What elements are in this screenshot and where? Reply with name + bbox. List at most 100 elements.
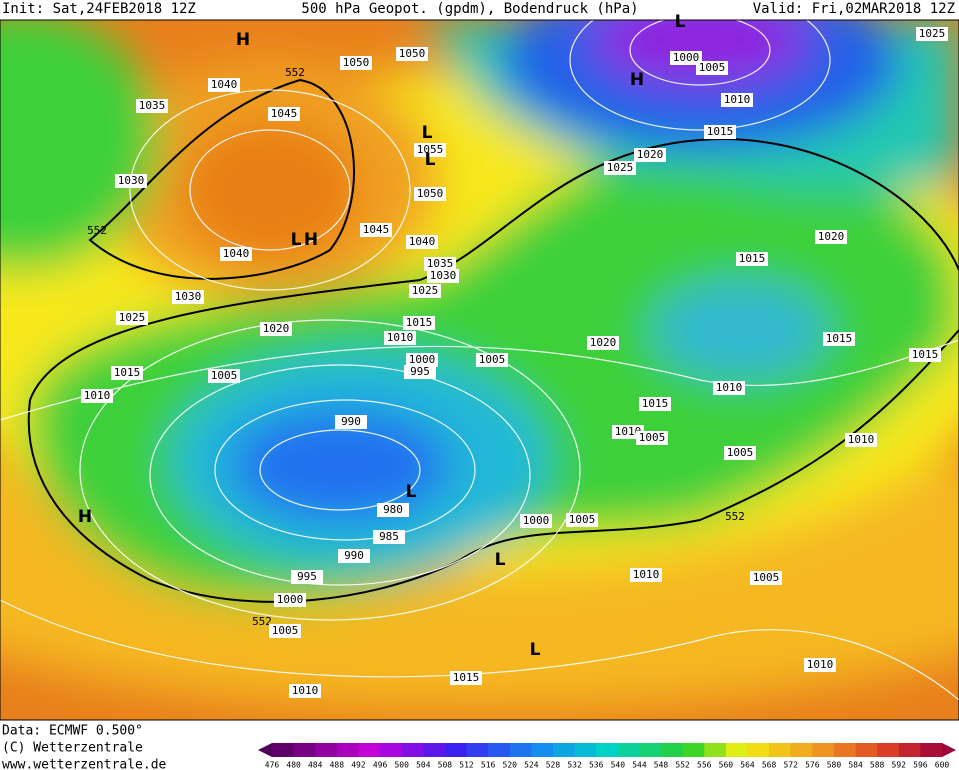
label-box xyxy=(406,353,438,367)
isobar-label: 1020 xyxy=(637,148,664,161)
colorbar-cell xyxy=(855,743,878,757)
isobar-label: 552 xyxy=(725,510,745,523)
isobar-label: 1000 xyxy=(409,353,436,366)
isobar-label: 552 xyxy=(285,66,305,79)
label-box xyxy=(289,684,321,698)
isobar-label: 1010 xyxy=(84,389,111,402)
colorbar-cell xyxy=(574,743,597,757)
label-box xyxy=(845,433,877,447)
isobar-label: 1015 xyxy=(739,252,766,265)
label-box xyxy=(81,389,113,403)
isobar-label: 1020 xyxy=(263,322,290,335)
isobar-label: 1045 xyxy=(363,223,390,236)
colorbar-label: 516 xyxy=(481,761,496,770)
colorbar-label: 528 xyxy=(546,761,561,770)
pressure-center: L xyxy=(291,230,302,250)
label-box xyxy=(406,235,438,249)
colorbar-cell xyxy=(596,743,619,757)
data-source: Data: ECMWF 0.500° xyxy=(2,724,143,739)
label-box xyxy=(424,257,456,271)
pressure-center: H xyxy=(78,507,92,527)
isobar-label: 1010 xyxy=(387,331,414,344)
colorbar-label: 512 xyxy=(459,761,474,770)
label-box xyxy=(384,331,416,345)
colorbar-cell xyxy=(898,743,921,757)
label-box xyxy=(403,316,435,330)
colorbar-cell xyxy=(704,743,727,757)
colorbar-cell xyxy=(272,743,295,757)
isobar-label: 1005 xyxy=(479,353,506,366)
isobar-label: 1025 xyxy=(919,27,946,40)
label-box xyxy=(360,223,392,237)
colorbar-label: 560 xyxy=(719,761,734,770)
colorbar-label: 584 xyxy=(848,761,863,770)
label-box xyxy=(587,336,619,350)
label-box xyxy=(260,322,292,336)
colorbar-cell xyxy=(790,743,813,757)
isobar-label: 985 xyxy=(379,530,399,543)
colorbar-cell xyxy=(488,743,511,757)
colorbar-label: 500 xyxy=(394,761,409,770)
label-box xyxy=(713,381,745,395)
isobar-label: 1045 xyxy=(271,107,298,120)
label-box xyxy=(136,99,168,113)
colorbar-label: 488 xyxy=(330,761,345,770)
isobar-label: 552 xyxy=(87,224,107,237)
colorbar-label: 540 xyxy=(611,761,626,770)
colorbar-label: 568 xyxy=(762,761,777,770)
pressure-center: L xyxy=(495,550,506,570)
colorbar-cell xyxy=(509,743,532,757)
label-box xyxy=(520,514,552,528)
colorbar-label: 504 xyxy=(416,761,431,770)
label-box xyxy=(604,161,636,175)
label-box xyxy=(340,56,372,70)
colorbar-label: 544 xyxy=(632,761,647,770)
isobar-label: 1040 xyxy=(409,235,436,248)
isobar-label: 1015 xyxy=(406,316,433,329)
pressure-center: H xyxy=(236,30,250,50)
isobar-label: 1005 xyxy=(699,61,726,74)
isobar-label: 995 xyxy=(297,570,317,583)
isobar-label: 1010 xyxy=(292,684,319,697)
isobar-label: 1010 xyxy=(633,568,660,581)
isobar-label: 1020 xyxy=(818,230,845,243)
colorbar-label: 536 xyxy=(589,761,604,770)
colorbar-label: 572 xyxy=(783,761,798,770)
label-box xyxy=(220,247,252,261)
isobar-label: 1035 xyxy=(139,99,166,112)
colorbar-cell xyxy=(358,743,381,757)
isobar-label: 1035 xyxy=(427,257,454,270)
isobar-label: 1015 xyxy=(114,366,141,379)
isobar-label: 1015 xyxy=(707,125,734,138)
label-box xyxy=(291,570,323,584)
label-box xyxy=(476,353,508,367)
label-box xyxy=(414,187,446,201)
label-box xyxy=(377,503,409,517)
isobar-label: 1005 xyxy=(639,431,666,444)
isobar-label: 990 xyxy=(344,549,364,562)
label-box xyxy=(274,593,306,607)
colorbar-cell xyxy=(769,743,792,757)
isobar-label: 552 xyxy=(252,615,272,628)
isobar-label: 1025 xyxy=(607,161,634,174)
colorbar-end xyxy=(942,743,956,757)
colorbar-end xyxy=(258,743,272,757)
colorbar-cell xyxy=(423,743,446,757)
label-box xyxy=(724,446,756,460)
isobar-label: 1005 xyxy=(211,369,238,382)
colorbar-cell xyxy=(531,743,554,757)
colorbar-label: 580 xyxy=(827,761,842,770)
isobar-label: 1030 xyxy=(430,269,457,282)
label-box xyxy=(566,513,598,527)
label-box xyxy=(208,369,240,383)
colorbar-cell xyxy=(380,743,403,757)
label-box xyxy=(815,230,847,244)
colorbar-cell xyxy=(661,743,684,757)
isobar-label: 1000 xyxy=(523,514,550,527)
isobar-label: 1010 xyxy=(724,93,751,106)
colorbar-label: 524 xyxy=(524,761,539,770)
colorbar-label: 484 xyxy=(308,761,323,770)
colorbar-label: 552 xyxy=(675,761,690,770)
